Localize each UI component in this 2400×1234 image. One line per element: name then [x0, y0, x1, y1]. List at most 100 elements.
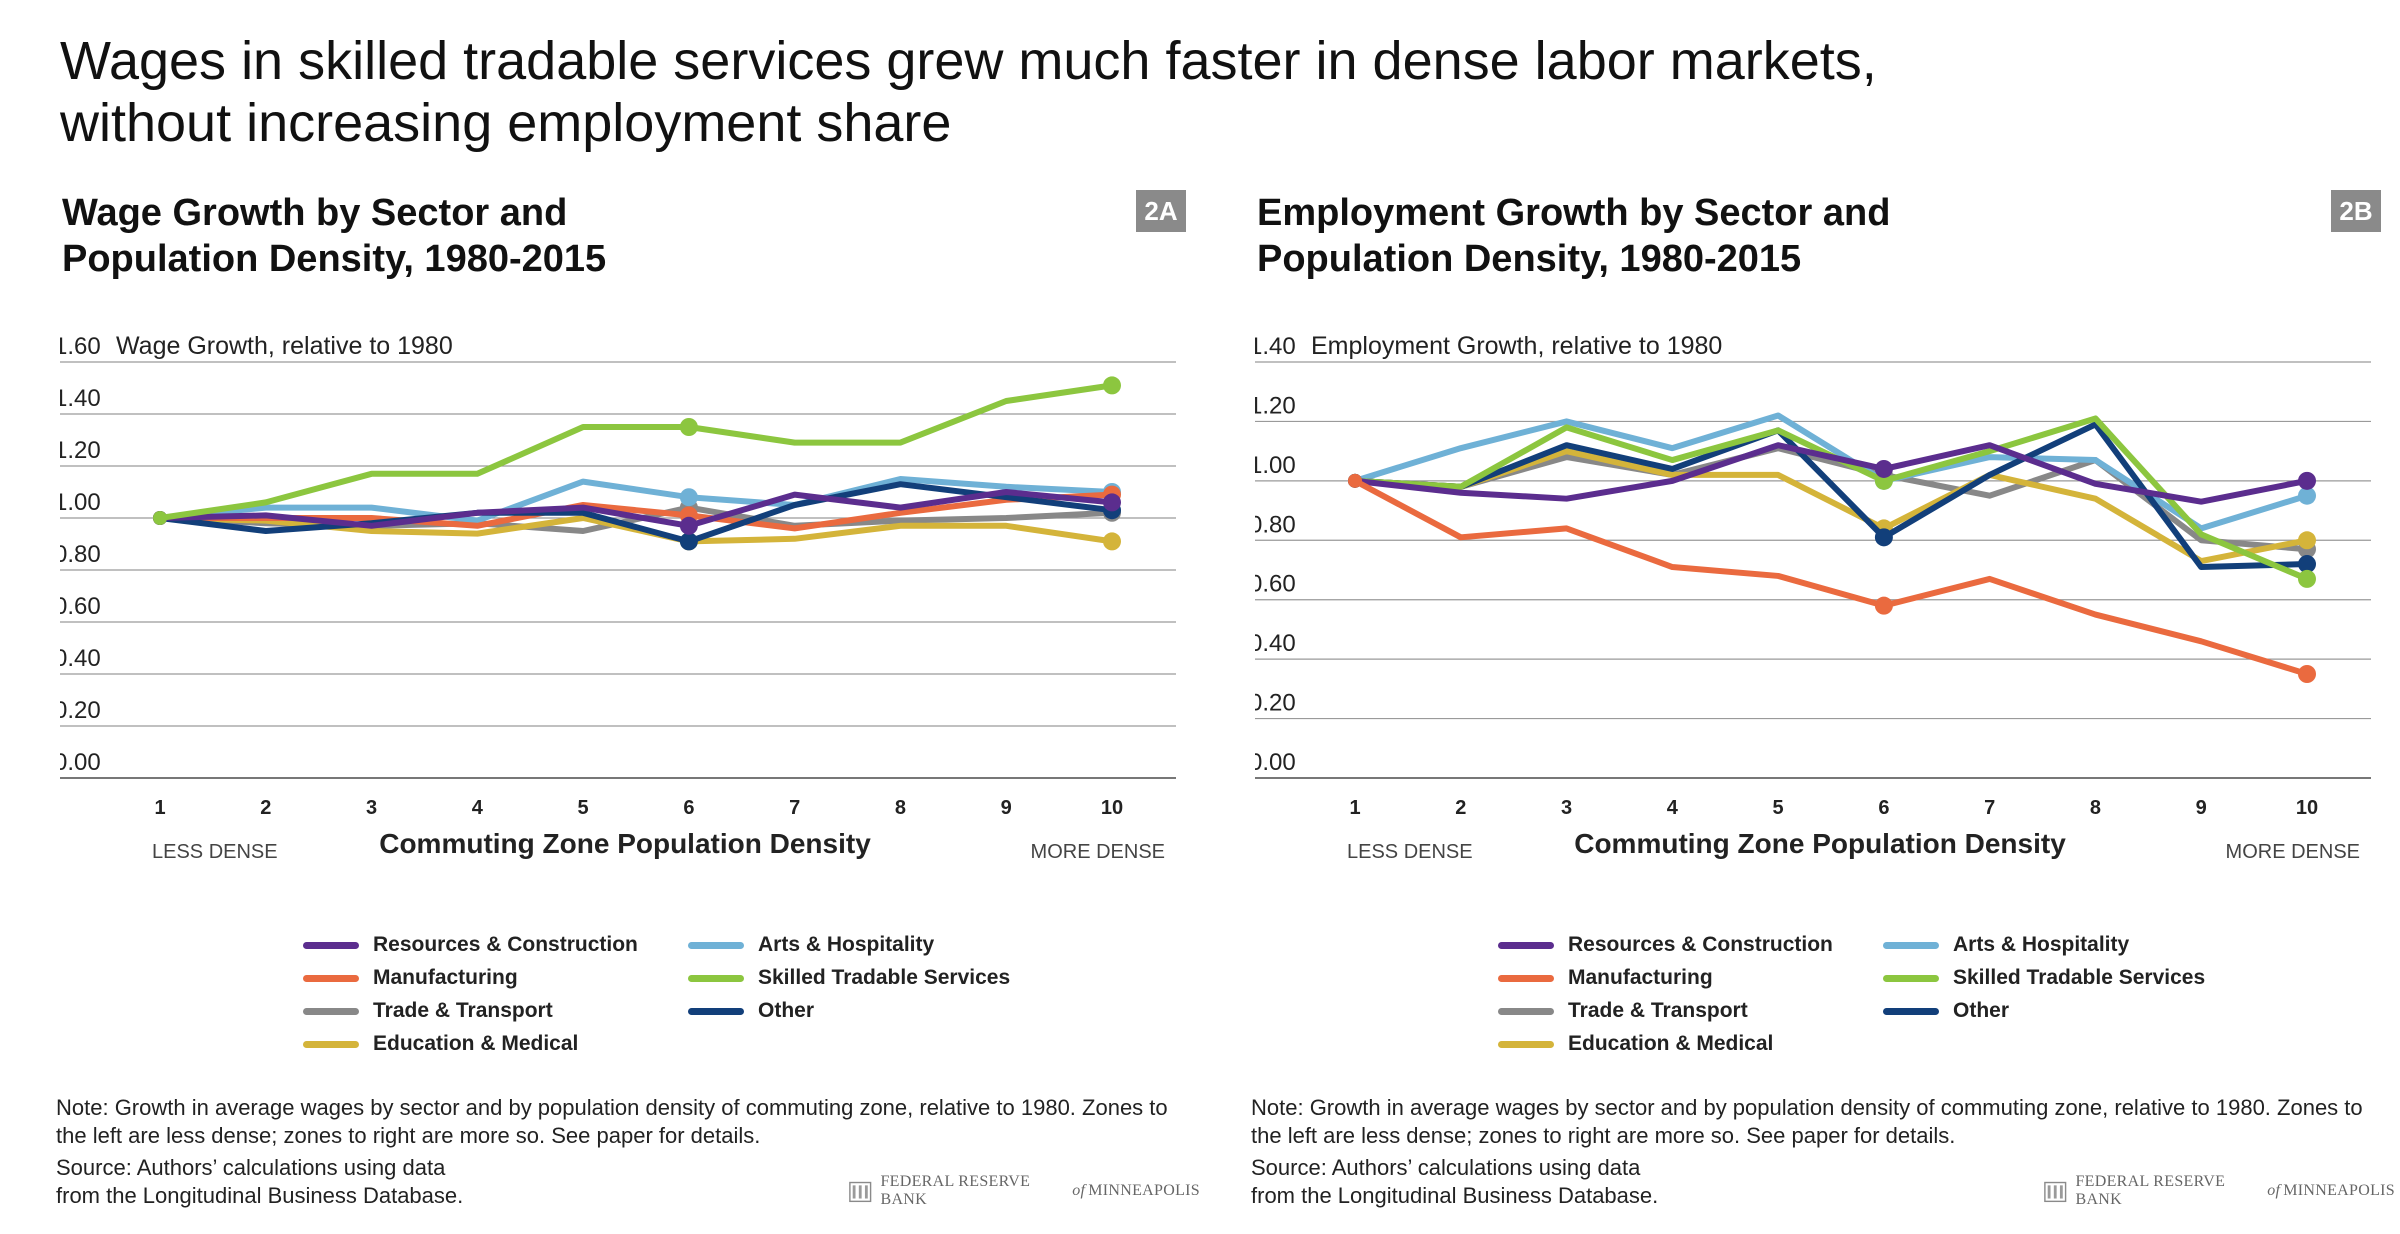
y-tick-label: 0.20: [1255, 690, 1296, 717]
x-tick-label: 6: [1878, 797, 1889, 819]
data-point: [679, 488, 698, 507]
legend-swatch: [303, 1007, 359, 1015]
legend-swatch: [688, 941, 744, 949]
y-tick-label: 0.20: [60, 697, 101, 724]
x-left-note: LESS DENSE: [1347, 841, 1473, 863]
legend-swatch: [1883, 974, 1939, 982]
legend-item: Manufacturing: [1498, 963, 1713, 993]
y-tick-label: 0.40: [60, 645, 101, 672]
panel-title: Wage Growth by Sector and Population Den…: [62, 190, 962, 282]
x-tick-label: 3: [366, 797, 377, 819]
legend-swatch: [688, 1007, 744, 1015]
y-tick-label: 1.00: [1255, 452, 1296, 479]
panel-title: Employment Growth by Sector and Populati…: [1257, 190, 2157, 282]
logo-text-of: of: [1072, 1182, 1086, 1199]
x-right-note: MORE DENSE: [2226, 841, 2360, 863]
y-tick-label: 0.60: [1255, 571, 1296, 598]
legend-swatch: [1498, 1007, 1554, 1015]
data-point: [2298, 569, 2316, 588]
legend-item: Arts & Hospitality: [688, 930, 934, 960]
y-tick-label: 1.00: [60, 489, 101, 516]
logo-text-post: MINNEAPOLIS: [1088, 1182, 1200, 1199]
panel-title-line-2: Population Density, 1980-2015: [62, 238, 607, 280]
source-line-1: Source: Authors’ calculations using data: [56, 1155, 446, 1180]
data-point: [2298, 665, 2316, 683]
y-tick-label: 0.00: [1255, 749, 1296, 776]
y-tick-label: 1.20: [60, 437, 101, 464]
x-tick-label: 7: [1984, 797, 1995, 819]
employment-growth-chart: 0.00 0.20 0.40 0.60 0.80 1.00 1.20 1.40 Employme…: [1255, 332, 2371, 863]
building-icon: [849, 1181, 872, 1203]
legend-label: Arts & Hospitality: [1953, 933, 2130, 956]
y-tick-label: 0.80: [60, 541, 101, 568]
x-tick-label: 8: [895, 797, 906, 819]
x-tick-label: 10: [2296, 797, 2318, 819]
x-tick-label: 6: [683, 797, 694, 819]
logo-text-pre: FEDERAL RESERVE BANK: [880, 1173, 1031, 1208]
panel-tag: 2B: [2331, 190, 2381, 232]
y-tick-label: 1.40: [1255, 333, 1296, 360]
panel-tag: 2A: [1136, 190, 1186, 232]
legend-label: Manufacturing: [1568, 966, 1713, 989]
employment-growth-panel: Employment Growth by Sector and Populati…: [1251, 190, 2395, 1210]
legend-label: Skilled Tradable Services: [758, 966, 1011, 989]
y-tick-label: 0.00: [60, 749, 101, 776]
series-line: [157, 481, 1115, 545]
data-point: [2298, 531, 2316, 550]
data-point: [153, 511, 167, 525]
legend-swatch: [1498, 1040, 1554, 1048]
legend-swatch: [1498, 974, 1554, 982]
data-point: [679, 516, 698, 535]
x-tick-label: 1: [1349, 797, 1360, 819]
legend-item: Manufacturing: [303, 963, 518, 993]
fed-logo: FEDERAL RESERVE BANK of MINNEAPOLIS: [2043, 1173, 2395, 1208]
legend-swatch: [303, 974, 359, 982]
panel-title-line-2: Population Density, 1980-2015: [1257, 238, 1802, 280]
series-line: [157, 382, 1115, 521]
x-axis-label: Commuting Zone Population Density: [379, 828, 871, 859]
legend-label: Resources & Construction: [1568, 933, 1833, 956]
chart-source: Source: Authors’ calculations using data…: [56, 1154, 656, 1210]
headline-line-1: Wages in skilled tradable services grew …: [60, 31, 1877, 91]
source-line-2: from the Longitudinal Business Database.: [1251, 1183, 1659, 1208]
legend-item: Education & Medical: [1498, 1029, 1773, 1059]
legend-swatch: [1883, 941, 1939, 949]
x-tick-label: 5: [578, 797, 589, 819]
legend-swatch: [303, 1040, 359, 1048]
x-right-note: MORE DENSE: [1031, 841, 1165, 863]
legend-label: Trade & Transport: [373, 999, 553, 1022]
headline-line-2: without increasing employment share: [60, 93, 952, 153]
panel-title-line-1: Employment Growth by Sector and: [1257, 192, 1891, 234]
legend-label: Manufacturing: [373, 966, 518, 989]
x-tick-label: 10: [1101, 797, 1123, 819]
x-tick-label: 2: [260, 797, 271, 819]
data-point: [2298, 555, 2316, 574]
chart-legend: Resources & Construction Arts & Hospital…: [303, 930, 1103, 1070]
series-group: [1348, 473, 2316, 683]
data-point: [1874, 596, 1893, 615]
y-tick-label: 1.40: [60, 385, 101, 412]
legend-swatch: [1883, 1007, 1939, 1015]
source-line-2: from the Longitudinal Business Database.: [56, 1183, 464, 1208]
legend-label: Arts & Hospitality: [758, 933, 935, 956]
data-point: [1348, 473, 1362, 488]
legend-label: Resources & Construction: [373, 933, 638, 956]
x-tick-label: 9: [1001, 797, 1012, 819]
legend-label: Other: [758, 999, 815, 1022]
series-line: [1352, 477, 2310, 677]
y-tick-label: 0.80: [1255, 511, 1296, 538]
data-point: [1103, 532, 1121, 551]
legend-item: Trade & Transport: [1498, 996, 1748, 1026]
logo-text-pre: FEDERAL RESERVE BANK: [2075, 1173, 2226, 1208]
legend-label: Other: [1953, 999, 2010, 1022]
series-line: [157, 476, 1115, 524]
series-line: [1352, 442, 2310, 505]
legend-item: Resources & Construction: [303, 930, 638, 960]
y-tick-label: 0.60: [60, 593, 101, 620]
page-headline: Wages in skilled tradable services grew …: [60, 30, 2060, 154]
x-tick-label: 8: [2090, 797, 2101, 819]
legend-item: Other: [1883, 996, 2009, 1026]
x-tick-label: 2: [1455, 797, 1466, 819]
x-tick-label: 9: [2196, 797, 2207, 819]
y-tick-label: 1.60: [60, 333, 101, 360]
